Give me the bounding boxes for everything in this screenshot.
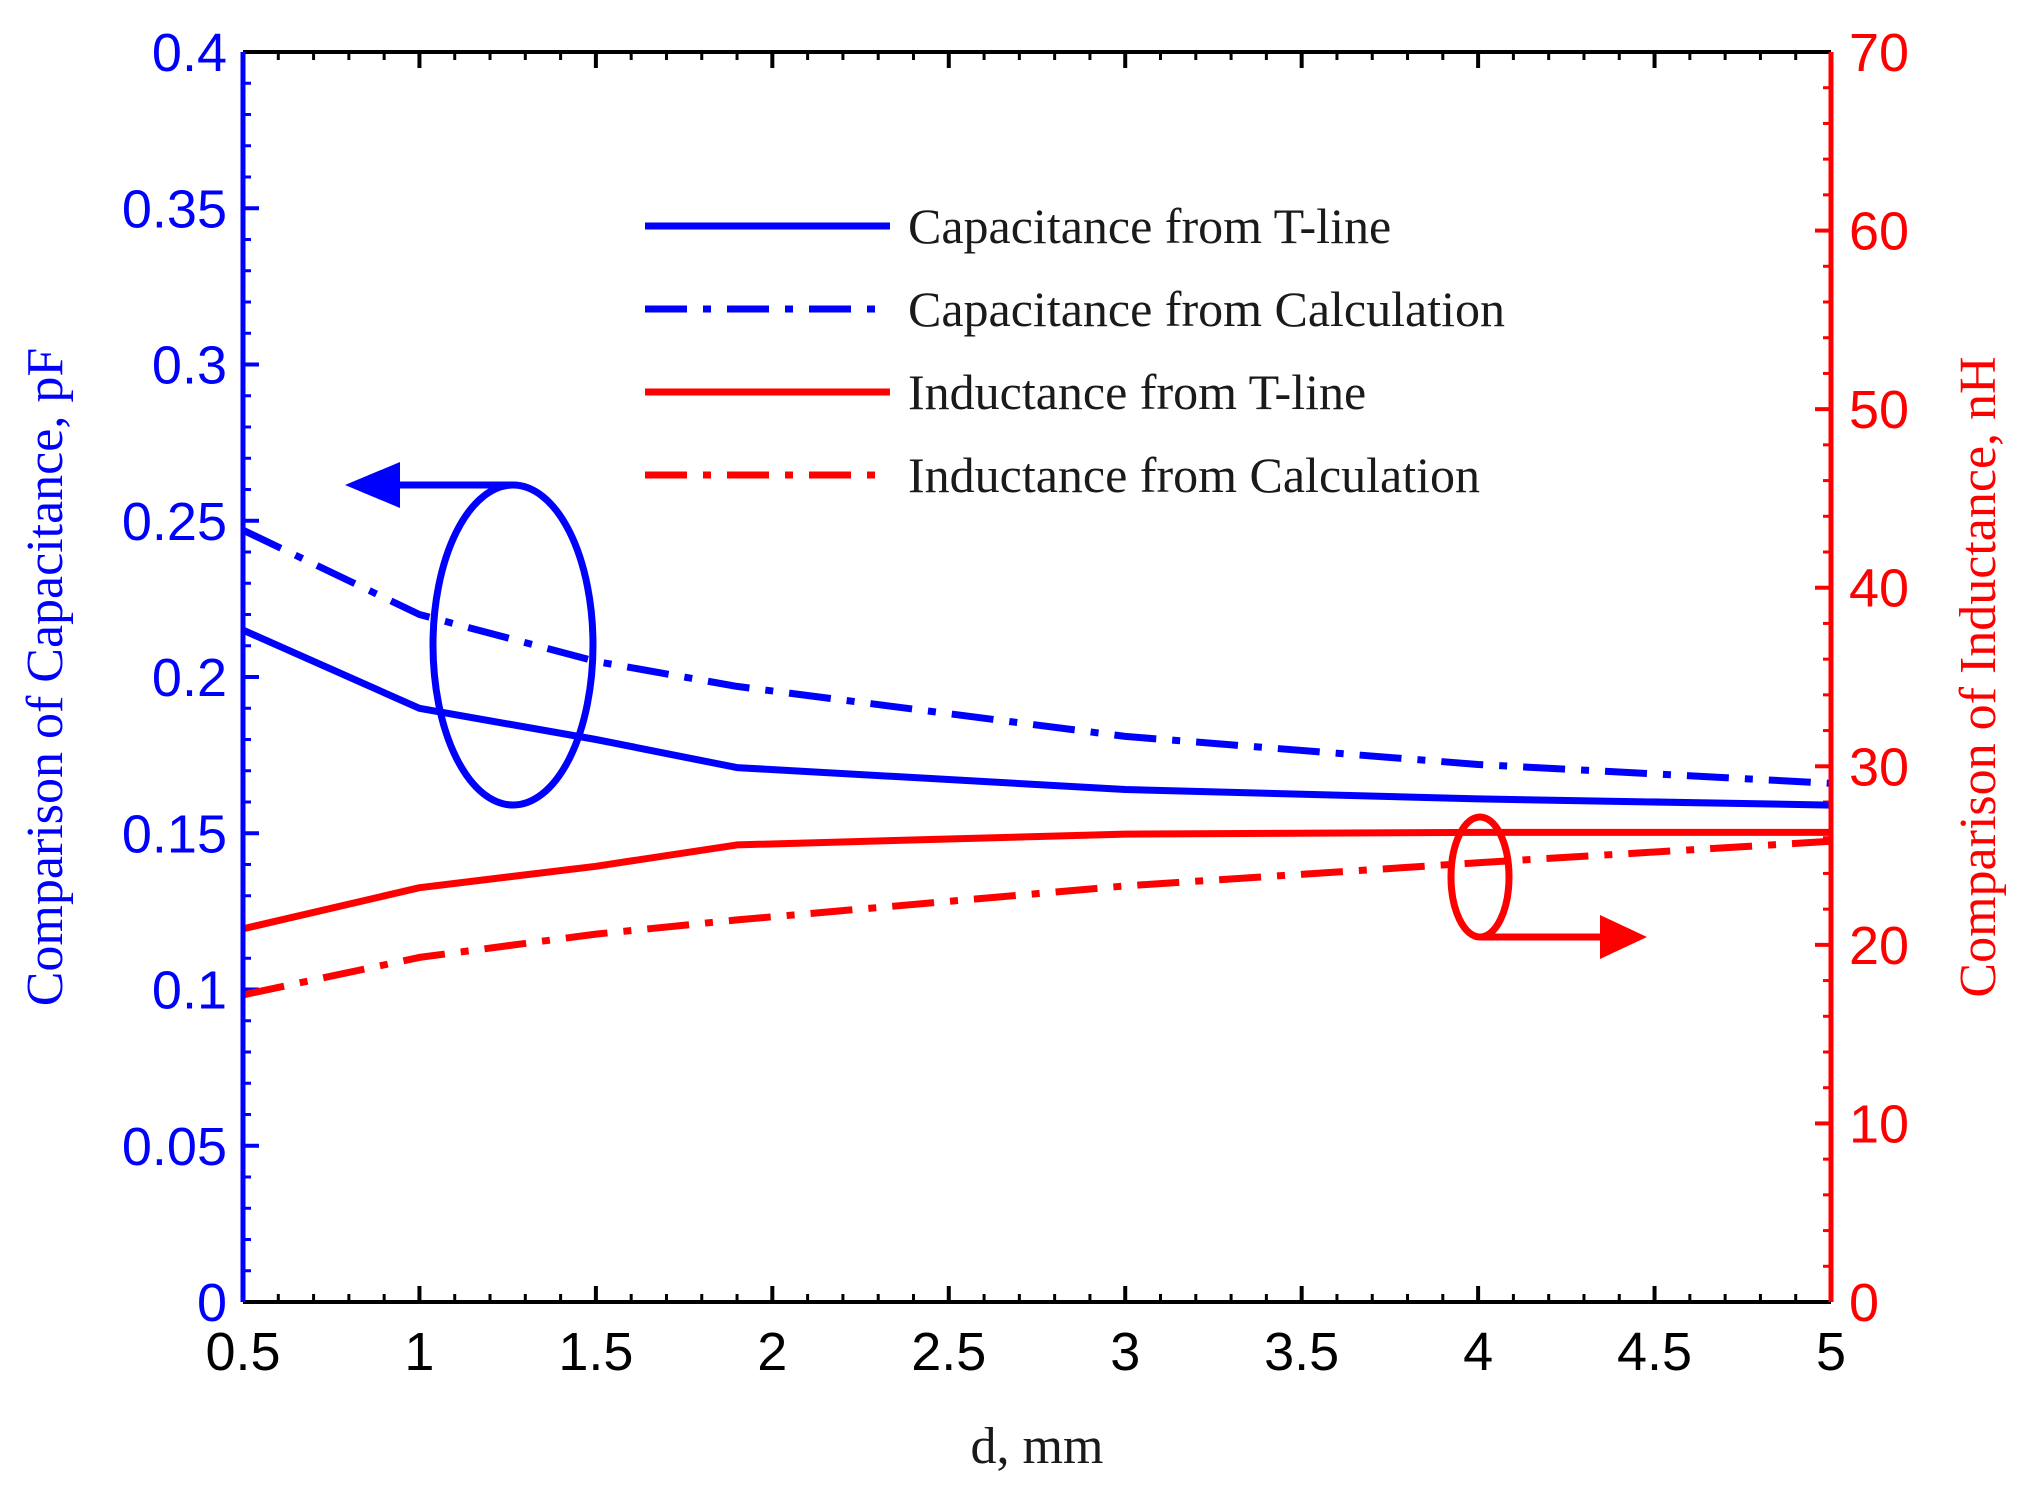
x-tick-label: 1.5 xyxy=(558,1322,633,1382)
legend-label-cap-calc: Capacitance from Calculation xyxy=(908,281,1505,337)
series-layer xyxy=(243,526,1831,999)
x-tick-label: 4.5 xyxy=(1617,1322,1692,1382)
y-left-tick-label: 0.3 xyxy=(152,336,227,396)
y-left-tick-label: 0.15 xyxy=(122,804,227,864)
y-left-tick-label: 0.1 xyxy=(152,961,227,1021)
y-right-tick-label: 50 xyxy=(1849,380,1909,440)
y-left-tick-label: 0.4 xyxy=(152,23,227,83)
y-right-tick-labels: 0 10 20 30 40 50 60 70 xyxy=(1849,23,1909,1333)
x-tick-label: 5 xyxy=(1816,1322,1846,1382)
y-left-tick-label: 0.05 xyxy=(122,1117,227,1177)
x-axis-title: d, mm xyxy=(971,1418,1104,1475)
series-line-2 xyxy=(243,828,1831,933)
y-left-tick-label: 0.25 xyxy=(122,492,227,552)
legend: Capacitance from T-line Capacitance from… xyxy=(645,198,1505,503)
y-left-tick-label: 0.2 xyxy=(152,648,227,708)
y-left-tick-labels: 0 0.05 0.1 0.15 0.2 0.25 0.3 0.35 0.4 xyxy=(122,23,227,1333)
x-tick-label: 3 xyxy=(1110,1322,1140,1382)
y-right-axis-title: Comparison of Inductance, nH xyxy=(1950,356,2007,997)
x-tick-label: 0.5 xyxy=(205,1322,280,1382)
legend-label-ind-tline: Inductance from T-line xyxy=(908,364,1366,420)
legend-label-ind-calc: Inductance from Calculation xyxy=(908,447,1480,503)
y-left-tick-label: 0 xyxy=(197,1273,227,1333)
series-line-3 xyxy=(243,837,1831,999)
y-right-tick-label: 30 xyxy=(1849,737,1909,797)
y-left-tick-label: 0.35 xyxy=(122,179,227,239)
x-tick-label: 2 xyxy=(757,1322,787,1382)
x-tick-label: 3.5 xyxy=(1264,1322,1339,1382)
y-left-axis-title: Comparison of Capacitance, pF xyxy=(17,348,74,1007)
x-tick-label: 1 xyxy=(404,1322,434,1382)
major-ticks xyxy=(241,50,1833,1304)
capacitance-arrow-head xyxy=(345,462,400,508)
y-right-tick-label: 10 xyxy=(1849,1094,1909,1154)
x-tick-label: 2.5 xyxy=(911,1322,986,1382)
legend-label-cap-tline: Capacitance from T-line xyxy=(908,198,1391,254)
x-tick-label: 4 xyxy=(1463,1322,1493,1382)
y-right-tick-label: 0 xyxy=(1849,1273,1879,1333)
series-line-0 xyxy=(243,626,1831,809)
inductance-axis-annotation xyxy=(1447,813,1647,959)
inductance-arrow-head xyxy=(1600,915,1647,959)
y-right-tick-label: 60 xyxy=(1849,202,1909,262)
series-line-1 xyxy=(243,526,1831,787)
y-right-tick-label: 20 xyxy=(1849,916,1909,976)
y-right-tick-label: 40 xyxy=(1849,559,1909,619)
y-right-tick-label: 70 xyxy=(1849,23,1909,83)
capacitance-axis-annotation xyxy=(345,462,597,809)
x-tick-labels: 0.5 1 1.5 2 2.5 3 3.5 4 4.5 5 xyxy=(205,1322,1846,1382)
